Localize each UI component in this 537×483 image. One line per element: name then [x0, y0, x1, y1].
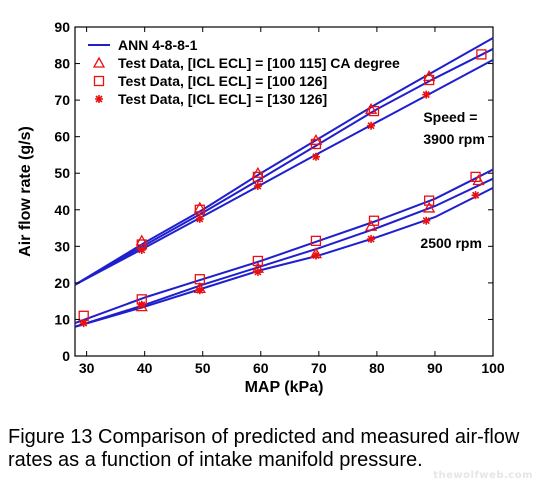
x-tick-label: 50 [195, 360, 211, 376]
legend-label: Test Data, [ICL ECL] = [130 126] [118, 91, 327, 107]
legend-label: Test Data, [ICL ECL] = [100 115] CA degr… [118, 55, 400, 71]
data-point-star [422, 90, 431, 99]
x-tick-label: 90 [427, 360, 443, 376]
legend-label: Test Data, [ICL ECL] = [100 126] [118, 73, 327, 89]
data-point-star [195, 286, 204, 295]
x-tick-label: 60 [253, 360, 269, 376]
legend-square-swatch [93, 75, 105, 87]
data-markers [78, 49, 487, 328]
data-point-star [422, 216, 431, 225]
x-tick-label: 80 [369, 360, 385, 376]
data-point-square [423, 195, 435, 206]
data-point-triangle [423, 201, 436, 213]
data-point-triangle [135, 300, 148, 312]
annotation-label: Speed = [423, 109, 477, 125]
data-point-star [79, 319, 88, 328]
y-tick-label: 60 [54, 129, 70, 145]
data-point-square [252, 255, 264, 267]
y-tick-label: 30 [54, 238, 70, 254]
axes: 30 40 50 60 70 80 90 100 0 10 20 30 40 50 60 70 80 90 MAP … [17, 19, 505, 396]
data-point-star [253, 182, 262, 191]
data-point-star [311, 251, 320, 260]
data-point-star [471, 191, 480, 200]
legend-label: ANN 4-8-8-1 [118, 37, 198, 53]
data-point-square [368, 105, 380, 117]
data-point-star [195, 214, 204, 223]
data-point-square [423, 74, 435, 86]
y-tick-label: 20 [54, 275, 70, 291]
data-point-star [367, 121, 376, 130]
data-point-square [310, 235, 322, 247]
plot-frame [74, 26, 494, 357]
data-point-square [252, 171, 264, 183]
y-tick-label: 0 [62, 348, 70, 364]
data-point-square [470, 171, 481, 183]
data-point-square [310, 138, 322, 150]
x-tick-label: 100 [481, 360, 505, 376]
y-tick-label: 80 [54, 56, 70, 72]
x-axis-label: MAP (kPa) [245, 379, 324, 396]
data-point-square [476, 49, 487, 60]
data-point-star [367, 235, 376, 244]
watermark: thewolfweb.com [433, 470, 533, 481]
data-point-star [253, 267, 262, 276]
data-point-square [194, 274, 205, 285]
y-axis-label: Air flow rate (g/s) [17, 126, 34, 257]
chart: 30 40 50 60 70 80 90 100 0 10 20 30 40 50 60 70 80 90 MAP … [17, 19, 505, 396]
annotation-label: 3900 rpm [423, 131, 484, 147]
data-point-square [368, 215, 380, 226]
y-tick-label: 50 [54, 165, 70, 181]
x-tick-label: 40 [137, 360, 153, 376]
x-tick-label: 70 [311, 360, 327, 376]
legend: ANN 4-8-8-1 Test Data, [ICL ECL] = [100 1… [88, 37, 400, 107]
plot-area [74, 26, 494, 357]
data-point-star [137, 300, 146, 309]
y-tick-label: 70 [54, 92, 70, 108]
annotation-label: 2500 rpm [420, 235, 481, 251]
data-point-triangle [364, 102, 378, 114]
y-tick-label: 90 [54, 19, 70, 35]
figure-caption: Figure 13 Comparison of predicted and me… [8, 426, 520, 471]
x-tick-label: 30 [79, 360, 95, 376]
data-point-star [137, 245, 146, 254]
data-point-square [194, 204, 205, 215]
legend-star-swatch [95, 95, 103, 103]
legend-triangle-swatch [92, 56, 106, 68]
y-tick-label: 40 [54, 202, 70, 218]
y-tick-label: 10 [54, 311, 70, 327]
data-point-star [311, 152, 320, 161]
data-point-triangle [472, 174, 485, 186]
data-point-triangle [193, 201, 206, 213]
annotations: Speed = 3900 rpm 2500 rpm [420, 109, 484, 251]
